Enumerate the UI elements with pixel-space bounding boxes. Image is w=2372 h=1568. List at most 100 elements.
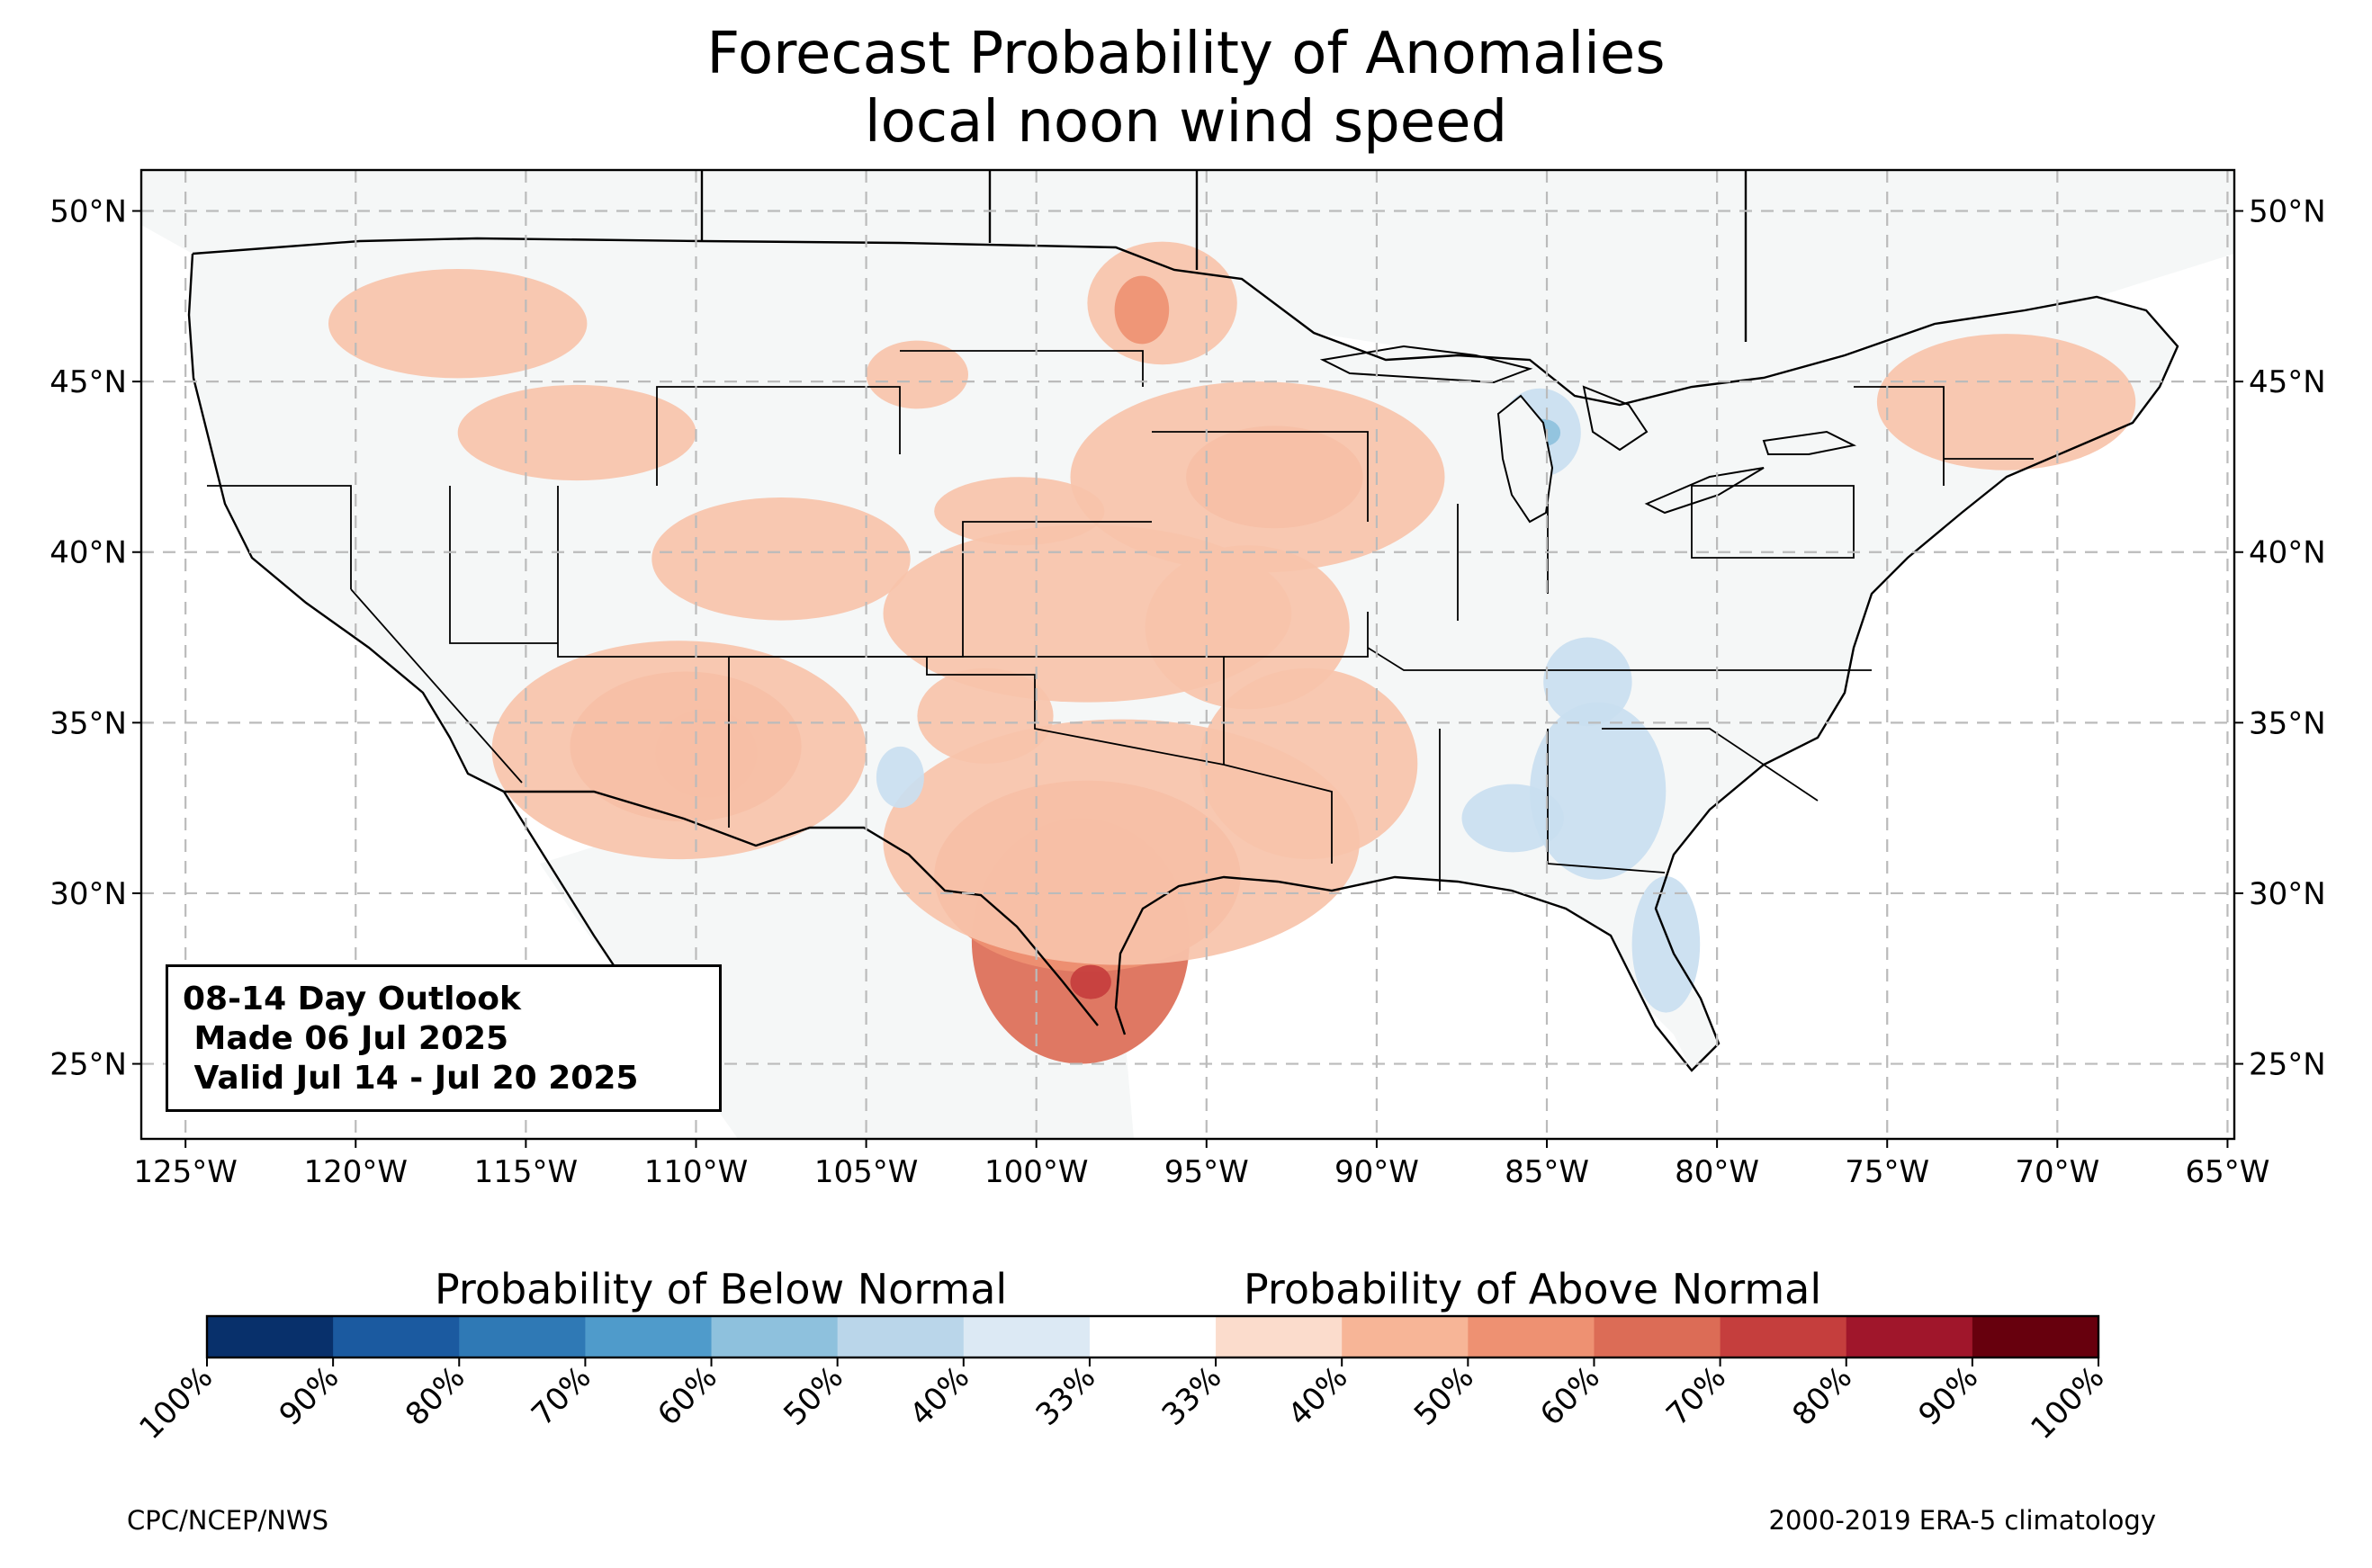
- ga-sc-border: [1602, 728, 1819, 802]
- colorbar-tick-label: 100%: [132, 1359, 220, 1447]
- colorbar-above-label: Probability of Above Normal: [1244, 1265, 1822, 1313]
- anomaly-minnesota-core-above: [1114, 275, 1170, 345]
- pa-border: [1691, 485, 1855, 559]
- lon-tick-label: 65°W: [2185, 1154, 2269, 1190]
- anomaly-oklahoma-above: [917, 668, 1054, 764]
- colorbar-swatch: [459, 1316, 586, 1357]
- tn-ky-border: [1367, 647, 1872, 671]
- lat-tick-label-left: 45°N: [49, 364, 127, 400]
- dakota-border: [900, 350, 1144, 387]
- colorbar-swatch: [1216, 1316, 1343, 1357]
- colorbar-border: [205, 1314, 2100, 1359]
- axis-labels: 125°W 120°W 115°W 110°W 105°W 100°W 95°W 90°W 85…: [49, 194, 2325, 1190]
- anomaly-northwest-above: [328, 269, 588, 379]
- anomaly-south-texas-peak: [1070, 964, 1111, 999]
- nv-ut-border: [449, 486, 558, 644]
- colorbar-swatch: [963, 1316, 1091, 1357]
- colorbar-swatch: [585, 1316, 713, 1357]
- lake-michigan: [1496, 394, 1554, 524]
- mo-ar-border: [1224, 612, 1369, 658]
- coastlines: [187, 170, 2179, 1080]
- colorbar-tick-label: 70%: [1659, 1359, 1733, 1433]
- colorbar-tick-label: 40%: [903, 1359, 976, 1433]
- anomaly-new-england-above: [1876, 334, 2136, 470]
- colorbar-tick-label: 33%: [1029, 1359, 1103, 1433]
- outlook-made-date: Made 06 Jul 2025: [183, 1020, 509, 1057]
- colorbar-swatch: [1089, 1316, 1217, 1357]
- map-border: [139, 168, 2236, 1141]
- wy-border: [656, 386, 901, 486]
- lon-tick-label: 125°W: [133, 1154, 238, 1190]
- anomaly-tennessee-below: [1543, 637, 1632, 727]
- colorbar-tick-label: 50%: [1407, 1359, 1481, 1433]
- axis-ticks: [132, 210, 2243, 1148]
- colorbar-tick-label: 80%: [399, 1359, 472, 1433]
- colorbar: 100% 90% 80% 70% 60% 50% 40% 33% 33% 40% 50% 60% 70%…: [132, 1314, 2111, 1447]
- lake-ontario: [1762, 430, 1857, 455]
- colorbar-swatch: [207, 1316, 334, 1357]
- colorbar-below-label: Probability of Below Normal: [435, 1265, 1008, 1313]
- lon-tick-label: 80°W: [1675, 1154, 1759, 1190]
- map-title: Forecast Probability of Anomalies: [706, 21, 1666, 87]
- colorbar-tick-label: 60%: [651, 1359, 724, 1433]
- lon-tick-label: 75°W: [1845, 1154, 1929, 1190]
- colorbar-swatch: [1594, 1316, 1721, 1357]
- colorbar-swatch: [837, 1316, 965, 1357]
- outlook-period: 08-14 Day Outlook: [183, 981, 521, 1017]
- colorbar-swatch: [333, 1316, 460, 1357]
- anomaly-southwest-above: [491, 641, 867, 860]
- colorbar-tick-label: 33%: [1155, 1359, 1229, 1433]
- lat-tick-label-left: 50°N: [49, 194, 127, 230]
- lat-tick-label-right: 25°N: [2249, 1047, 2326, 1083]
- colorbar-tick-label: 100%: [2024, 1359, 2111, 1447]
- lat-tick-label-left: 35°N: [49, 705, 127, 741]
- lat-tick-label-left: 30°N: [49, 876, 127, 912]
- lat-tick-label-left: 25°N: [49, 1047, 127, 1083]
- colorbar-tick-label: 50%: [777, 1359, 850, 1433]
- iowa-border: [1152, 431, 1369, 522]
- anomaly-nebraska-above: [934, 477, 1105, 546]
- lon-tick-label: 90°W: [1334, 1154, 1419, 1190]
- colorbar-tick-label: 80%: [1785, 1359, 1859, 1433]
- lat-tick-label-right: 35°N: [2249, 705, 2326, 741]
- colorbar-swatch: [1972, 1316, 2099, 1357]
- anomaly-contours: [328, 241, 2136, 1064]
- us-coastline: [192, 237, 2179, 1072]
- anomaly-georgia-below: [1530, 702, 1667, 880]
- colorbar-tick-label: 60%: [1533, 1359, 1607, 1433]
- lon-tick-label: 95°W: [1164, 1154, 1249, 1190]
- anomaly-alabama-below: [1461, 784, 1564, 853]
- lat-tick-label-right: 30°N: [2249, 876, 2326, 912]
- lat-tick-label-right: 50°N: [2249, 194, 2326, 230]
- ut-co-nm-border: [557, 486, 730, 828]
- ny-vt-border: [1854, 386, 1945, 486]
- lon-tick-label: 100°W: [984, 1154, 1089, 1190]
- map-subtitle: local noon wind speed: [864, 89, 1508, 156]
- pacific-coastline: [187, 253, 505, 793]
- lon-tick-label: 85°W: [1505, 1154, 1589, 1190]
- footer-climatology: 2000-2019 ERA-5 climatology: [1768, 1505, 2156, 1536]
- ar-la-border: [1223, 764, 1333, 864]
- lake-huron: [1582, 385, 1649, 452]
- footer-source: CPC/NCEP/NWS: [127, 1505, 329, 1536]
- outlook-info-box: 08-14 Day Outlook Made 06 Jul 2025 Valid…: [166, 964, 722, 1112]
- anomaly-arkansas-above: [1199, 668, 1418, 860]
- colorbar-swatch: [1846, 1316, 1973, 1357]
- colorbar-tick-label: 70%: [525, 1359, 598, 1433]
- lat-tick-label-right: 45°N: [2249, 364, 2326, 400]
- colorbar-swatch: [711, 1316, 839, 1357]
- anomaly-new-mexico-below: [876, 746, 924, 809]
- us-mexico-border: [504, 790, 1099, 1026]
- colorbar-tick-label: 90%: [1912, 1359, 1986, 1433]
- lat-tick-label-right: 40°N: [2249, 535, 2326, 571]
- canada-land: [141, 170, 2234, 405]
- anomaly-utah-colorado-above: [651, 497, 911, 621]
- state-borders: [207, 350, 2034, 891]
- colorbar-swatch: [1342, 1316, 1469, 1357]
- colorbar-tick-label: 90%: [273, 1359, 346, 1433]
- nv-az-border: [350, 588, 523, 784]
- canada-provincial-borders: [700, 170, 1748, 342]
- ca-nv-border: [207, 485, 352, 589]
- colorbar-tick-label: 40%: [1281, 1359, 1355, 1433]
